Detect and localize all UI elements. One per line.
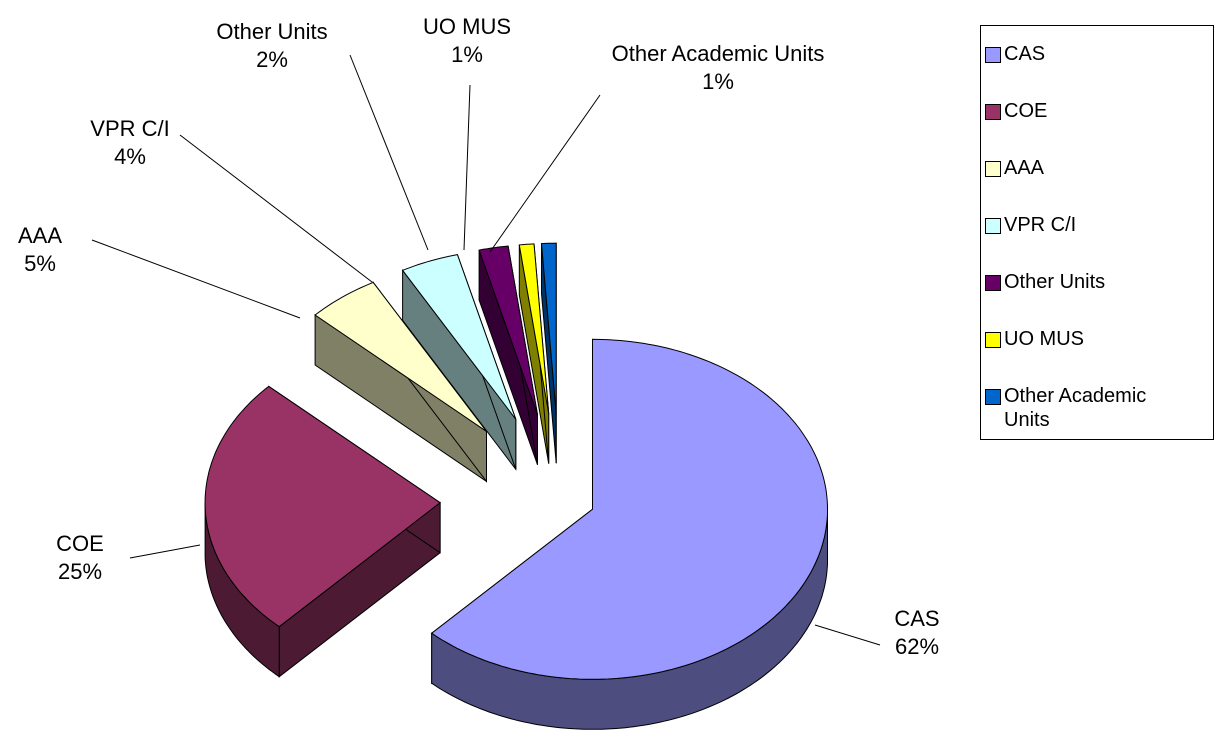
slice xyxy=(314,280,487,483)
legend-swatch xyxy=(985,332,1001,348)
legend-swatch xyxy=(985,104,1001,120)
slice-top xyxy=(430,338,828,680)
legend-label: VPR C/I xyxy=(1004,214,1077,236)
slice xyxy=(518,243,550,464)
data-label-value: 1% xyxy=(451,42,483,67)
data-label-value: 2% xyxy=(256,47,288,72)
slice-top xyxy=(314,281,487,432)
legend-item: COE xyxy=(985,99,1211,123)
legend-swatch xyxy=(985,47,1001,63)
slice-top xyxy=(401,254,517,420)
data-label-value: 1% xyxy=(702,69,734,94)
leader-line xyxy=(489,94,601,253)
slice-top xyxy=(204,385,441,628)
legend-item: AAA xyxy=(985,156,1211,180)
data-label-name: COE xyxy=(56,531,104,556)
legend-item: VPR C/I xyxy=(985,213,1211,237)
data-label-value: 62% xyxy=(894,634,940,659)
legend-label: UO MUS xyxy=(1004,328,1084,350)
data-label-name: CAS xyxy=(894,606,940,631)
legend-item: UO MUS xyxy=(985,327,1211,351)
leader-line xyxy=(814,624,881,646)
legend: CAS COE AAA VPR C/I Other Units UO MUS Other A… xyxy=(980,25,1214,440)
data-label: UO MUS 1% xyxy=(423,13,511,69)
legend-swatch xyxy=(985,275,1001,291)
data-label-name: VPR C/I xyxy=(90,116,170,141)
slice-top xyxy=(540,242,557,414)
data-label: COE 25% xyxy=(56,530,104,586)
leader-line xyxy=(349,54,429,251)
data-label: AAA 5% xyxy=(18,222,62,278)
slice xyxy=(540,242,557,464)
legend-item: CAS xyxy=(985,42,1211,66)
legend-label: Other Academic Units xyxy=(1004,385,1147,431)
legend-swatch xyxy=(985,161,1001,177)
data-label: VPR C/I 4% xyxy=(90,115,169,171)
legend-label: Other Units xyxy=(1004,271,1106,293)
slice xyxy=(204,385,441,678)
leader-line xyxy=(91,239,301,319)
data-label-value: 5% xyxy=(24,251,56,276)
slice xyxy=(401,254,517,471)
data-label-name: UO MUS xyxy=(423,14,511,39)
data-label: Other Units 2% xyxy=(216,18,327,74)
leader-line xyxy=(463,84,471,251)
data-label-value: 25% xyxy=(57,559,103,584)
data-label-name: AAA xyxy=(17,223,63,248)
data-label-name: Other Academic Units xyxy=(611,41,825,66)
data-label-value: 4% xyxy=(114,144,146,169)
legend-label: AAA xyxy=(1004,157,1045,179)
legend-label: COE xyxy=(1004,100,1048,122)
slice-top xyxy=(518,243,550,414)
data-label: Other Academic Units 1% xyxy=(593,40,843,96)
data-label: CAS 62% xyxy=(894,605,939,661)
leader-line xyxy=(129,544,201,559)
data-label-name: Other Units xyxy=(216,19,328,44)
legend-item: Other Units xyxy=(985,270,1211,294)
legend-swatch xyxy=(985,218,1001,234)
legend-swatch xyxy=(985,389,1001,405)
leader-line xyxy=(179,134,373,283)
slice xyxy=(430,338,828,730)
legend-label: CAS xyxy=(1004,43,1046,65)
legend-item: Other Academic Units xyxy=(985,384,1211,432)
slice xyxy=(478,245,538,465)
